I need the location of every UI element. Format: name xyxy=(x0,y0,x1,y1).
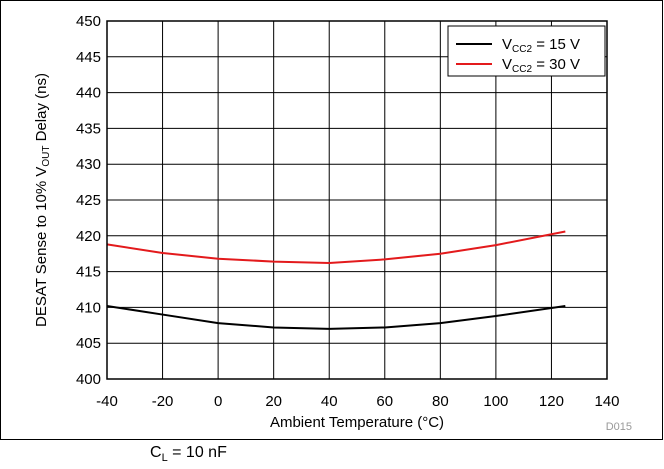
y-tick-label-10: 450 xyxy=(76,13,101,30)
x-tick-label-7: 100 xyxy=(483,393,508,410)
legend-box xyxy=(447,25,606,77)
x-tick-label-3: 20 xyxy=(265,393,282,410)
legend-label-vcc2-15v-subscript: CC2 xyxy=(512,44,532,55)
x-tick-label-2: 0 xyxy=(214,393,222,410)
y-tick-label-8: 440 xyxy=(76,85,101,102)
test-condition-subscript: L xyxy=(161,452,168,465)
y-tick-label-3: 415 xyxy=(76,264,101,281)
y-axis-title: DESAT Sense to 10% VOUT Delay (ns) xyxy=(33,73,52,327)
legend-label-vcc2-15v: VCC2 = 15 V xyxy=(502,36,580,55)
y-tick-label-0: 400 xyxy=(76,371,101,388)
x-tick-label-5: 60 xyxy=(376,393,393,410)
series-lines xyxy=(106,230,566,330)
x-tick-label-1: -20 xyxy=(152,393,174,410)
y-tick-label-7: 435 xyxy=(76,120,101,137)
y-axis-title-subscript: OUT xyxy=(41,146,52,167)
y-tick-label-6: 430 xyxy=(76,156,101,173)
y-axis-title-part-2: Delay (ns) xyxy=(33,73,50,146)
y-tick-label-4: 420 xyxy=(76,228,101,245)
figure-code: D015 xyxy=(605,421,632,433)
chart: -40 -20 0 20 40 60 80 100 120 140 400 405 410 415 420… xyxy=(33,13,620,431)
legend-label-vcc2-30v-part-2: = 30 V xyxy=(532,56,580,73)
y-tick-label-2: 410 xyxy=(76,299,101,316)
y-tick-label-9: 445 xyxy=(76,49,101,66)
plot-border xyxy=(106,20,608,380)
legend-label-vcc2-30v: VCC2 = 30 V xyxy=(502,56,580,75)
legend-label-vcc2-15v-part-1: V xyxy=(502,36,512,53)
x-tick-label-8: 120 xyxy=(539,393,564,410)
y-tick-label-5: 425 xyxy=(76,192,101,209)
x-tick-label-6: 80 xyxy=(432,393,449,410)
x-tick-label-4: 40 xyxy=(321,393,338,410)
legend-label-vcc2-15v-part-2: = 15 V xyxy=(532,36,580,53)
x-tick-label-9: 140 xyxy=(594,393,619,410)
test-condition: CL = 10 nF xyxy=(150,444,227,464)
y-tick-label-1: 405 xyxy=(76,335,101,352)
legend-label-vcc2-30v-part-1: V xyxy=(502,56,512,73)
legend-label-vcc2-30v-subscript: CC2 xyxy=(512,64,532,75)
test-condition-part-2: = 10 nF xyxy=(167,444,227,461)
test-condition-part-1: C xyxy=(150,444,162,461)
x-tick-labels: -40 -20 0 20 40 60 80 100 120 140 xyxy=(96,393,619,410)
x-tick-label-0: -40 xyxy=(96,393,118,410)
figure-frame: -40 -20 0 20 40 60 80 100 120 140 400 405 410 415 420… xyxy=(0,0,663,440)
legend: VCC2 = 15 V VCC2 = 30 V xyxy=(447,25,606,77)
series-line-0 xyxy=(106,304,566,330)
y-tick-labels: 400 405 410 415 420 425 430 435 440 445 450 xyxy=(76,13,101,388)
series-line-1 xyxy=(106,230,566,265)
y-axis-title-part-1: DESAT Sense to 10% V xyxy=(33,167,50,327)
x-axis-title: Ambient Temperature (°C) xyxy=(270,414,444,431)
